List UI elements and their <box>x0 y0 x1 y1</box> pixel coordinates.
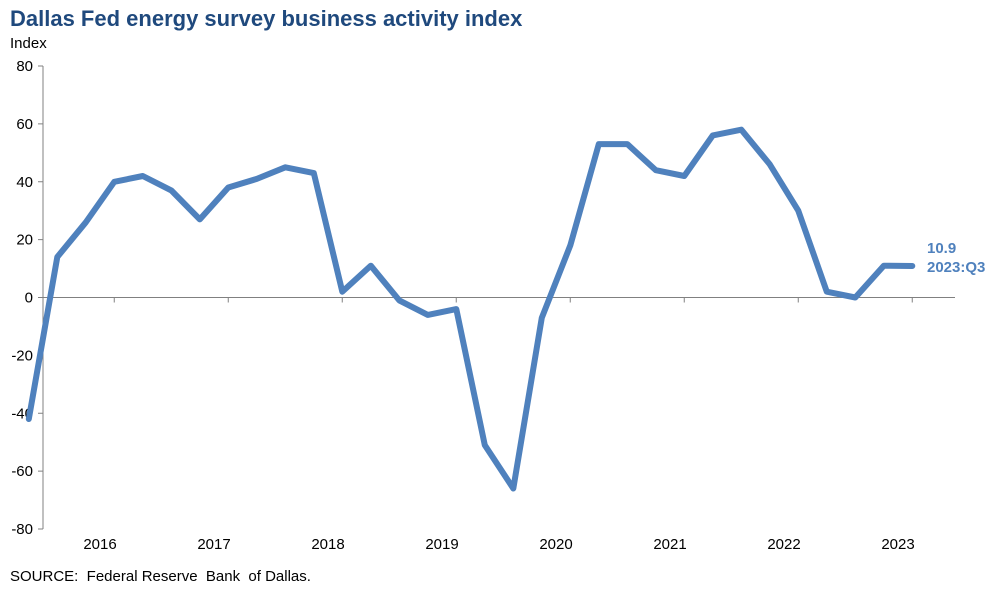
y-tick-label: -80 <box>11 521 33 538</box>
y-tick-label: -60 <box>11 463 33 480</box>
x-tick-label: 2016 <box>83 536 116 553</box>
x-tick-label: 2021 <box>653 536 686 553</box>
x-tick-label: 2022 <box>767 536 800 553</box>
x-tick-label: 2017 <box>197 536 230 553</box>
chart-title: Dallas Fed energy survey business activi… <box>10 6 523 31</box>
series-line <box>25 126 916 492</box>
y-tick-label: 80 <box>16 58 33 75</box>
x-tick-label: 2019 <box>425 536 458 553</box>
y-tick-label: 0 <box>25 290 33 307</box>
annotation-label: 2023:Q3 <box>927 259 985 276</box>
y-tick-label: 20 <box>16 232 33 249</box>
x-tick-label: 2023 <box>881 536 914 553</box>
x-tick-label: 2020 <box>539 536 572 553</box>
annotation-value: 10.9 <box>927 240 956 257</box>
x-tick-label: 2018 <box>311 536 344 553</box>
y-tick-label: 60 <box>16 116 33 133</box>
source-note: SOURCE: Federal Reserve Bank of Dallas. <box>10 568 311 585</box>
y-axis-unit-label: Index <box>10 35 47 52</box>
y-tick-label: 40 <box>16 174 33 191</box>
y-tick-label: -20 <box>11 347 33 364</box>
